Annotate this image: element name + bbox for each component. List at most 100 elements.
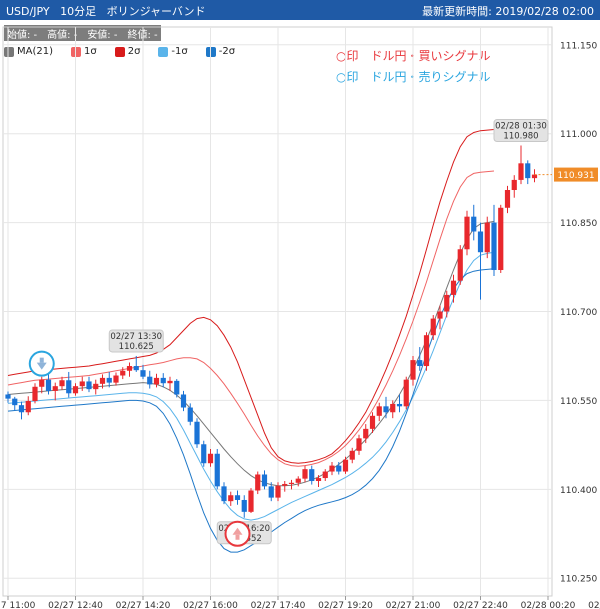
candle-body xyxy=(288,482,295,484)
callout-price: 110.625 xyxy=(119,342,154,352)
candle-body xyxy=(261,474,268,487)
y-tick-label: 111.150 xyxy=(560,41,597,51)
update-time-value: 2019/02/28 02:00 xyxy=(495,5,594,18)
candle-body xyxy=(430,318,436,336)
callout-box xyxy=(108,329,164,353)
candle-body xyxy=(187,407,193,422)
candle-body xyxy=(457,249,463,281)
candle-body xyxy=(410,360,416,380)
candle-body xyxy=(471,216,477,232)
candle xyxy=(288,479,295,490)
candle-body xyxy=(450,280,457,295)
candle xyxy=(167,376,173,391)
candle xyxy=(484,216,490,259)
candle-body xyxy=(525,163,531,179)
candle-body xyxy=(484,222,490,253)
candle-body xyxy=(221,486,227,502)
high-readout: 高値: - xyxy=(47,29,78,41)
candle-body xyxy=(498,207,504,271)
candle-body xyxy=(140,370,146,377)
candle xyxy=(201,440,207,467)
candle-body xyxy=(120,370,126,376)
candle-body xyxy=(18,405,25,413)
update-time-label: 最新更新時間: xyxy=(422,5,492,18)
candle xyxy=(12,396,18,411)
candle xyxy=(261,470,268,490)
candle-body xyxy=(437,311,443,319)
candle-body xyxy=(309,469,315,482)
candle xyxy=(396,394,403,413)
candle xyxy=(99,374,106,389)
candle-body xyxy=(315,478,322,482)
y-tick-label: 110.400 xyxy=(560,486,597,496)
candle-body xyxy=(32,386,38,401)
candle-body xyxy=(322,471,328,479)
candle-body xyxy=(477,231,484,253)
moving-average-line xyxy=(7,220,495,487)
candle xyxy=(342,456,349,474)
candle xyxy=(79,376,85,391)
candle-body xyxy=(255,474,261,491)
candle-body xyxy=(106,377,112,383)
candle xyxy=(315,475,322,487)
candle xyxy=(207,449,214,467)
candle-body xyxy=(423,335,430,367)
candle-body xyxy=(356,438,362,451)
candle-body xyxy=(214,453,220,487)
candle xyxy=(255,471,261,495)
callout-box xyxy=(493,119,549,143)
x-tick-label: 02/27 22:40 xyxy=(453,601,508,609)
candle xyxy=(52,382,58,401)
candle-body xyxy=(93,383,99,390)
callout-time: 02/28 01:30 xyxy=(495,122,547,132)
x-tick-label: 02/28 02:00 xyxy=(588,601,600,609)
candle-body xyxy=(342,459,349,472)
legend-label-upper1: 1σ xyxy=(84,46,97,57)
candle-body xyxy=(491,222,497,271)
legend-item-lower1[interactable]: -1σ xyxy=(158,46,188,57)
instrument-label: USD/JPY xyxy=(6,5,50,18)
candle xyxy=(511,175,517,198)
candle xyxy=(498,204,504,273)
candle-body xyxy=(45,379,52,391)
candle-body xyxy=(194,421,200,445)
candle-body xyxy=(79,381,85,387)
y-tick-label: 110.550 xyxy=(560,397,597,407)
legend-label-lower1: -1σ xyxy=(171,46,188,57)
update-time: 最新更新時間: 2019/02/28 02:00 xyxy=(422,3,594,19)
candle-body xyxy=(403,379,409,407)
candle xyxy=(66,371,72,398)
buy-signal-marker xyxy=(224,520,251,547)
candle xyxy=(174,379,180,398)
sell-signal-marker xyxy=(28,350,55,377)
candle-body xyxy=(268,486,274,498)
candle-body xyxy=(504,189,511,208)
x-tick-label: 02/27 16:00 xyxy=(183,601,238,609)
legend-item-upper2[interactable]: 2σ xyxy=(114,46,140,57)
candle xyxy=(450,274,457,303)
candle-body xyxy=(531,174,538,179)
candle xyxy=(214,449,220,490)
candle xyxy=(504,185,511,214)
candle xyxy=(180,390,187,412)
candle-body xyxy=(180,394,187,408)
up-arrow-icon-stem xyxy=(235,534,240,540)
candle xyxy=(329,462,335,476)
callout-price: 110.980 xyxy=(503,132,538,142)
candle-body xyxy=(329,465,335,472)
candle-body xyxy=(153,377,160,385)
candle-body xyxy=(241,499,247,512)
x-tick-label: 02/27 17:40 xyxy=(251,601,306,609)
x-tick-label: 02/28 00:20 xyxy=(521,601,576,609)
legend-item-ma[interactable]: MA(21) xyxy=(4,46,53,57)
candle xyxy=(457,245,463,285)
candle-body xyxy=(376,406,382,416)
last-price-tag xyxy=(554,167,598,182)
band-upper-1sigma xyxy=(7,170,495,467)
candle xyxy=(32,383,38,404)
candle-body xyxy=(12,398,18,406)
band-lower-1sigma xyxy=(7,251,495,521)
candle xyxy=(126,362,133,377)
